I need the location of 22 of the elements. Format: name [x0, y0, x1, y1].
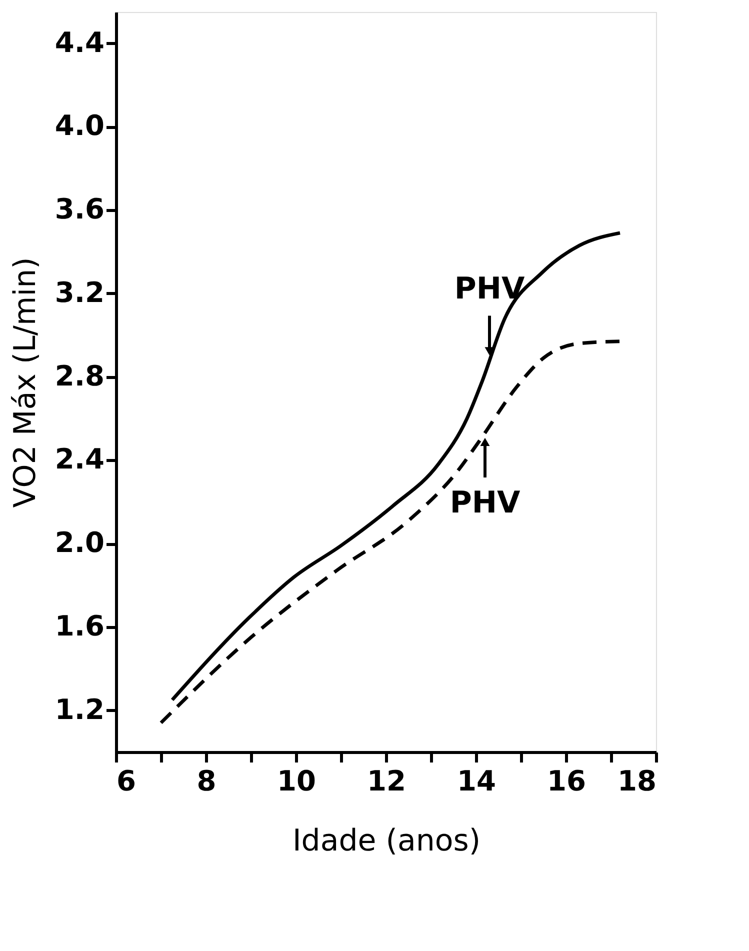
- x-tick-label: 12: [367, 764, 406, 798]
- x-tick-label: 16: [547, 764, 586, 798]
- y-tick-label: 2.4: [54, 442, 104, 476]
- x-tick-label: 14: [457, 764, 496, 798]
- y-tick-label: 1.2: [54, 692, 104, 726]
- y-tick-label: 2.8: [54, 359, 104, 392]
- y-tick-label: 4.4: [54, 26, 104, 59]
- x-tick-label: 18: [618, 764, 656, 798]
- x-tick-label: 10: [277, 764, 316, 798]
- x-tick-label: 6: [116, 764, 136, 798]
- y-tick-label: 4.0: [54, 109, 104, 142]
- annotation: PHV: [454, 272, 526, 307]
- line-series: [170, 231, 622, 702]
- y-tick-label: 1.6: [54, 609, 104, 642]
- y-axis-title: VO2 Máx (L/min): [8, 257, 43, 508]
- y-tick-label: 2.0: [54, 526, 104, 560]
- annotation: PHV: [450, 486, 521, 521]
- y-tick-label: 3.6: [54, 192, 104, 226]
- x-tick-label: 8: [196, 764, 216, 798]
- y-tick-label: 3.2: [54, 276, 104, 309]
- line-series: [159, 340, 622, 725]
- x-axis-title: Idade (anos): [292, 824, 481, 858]
